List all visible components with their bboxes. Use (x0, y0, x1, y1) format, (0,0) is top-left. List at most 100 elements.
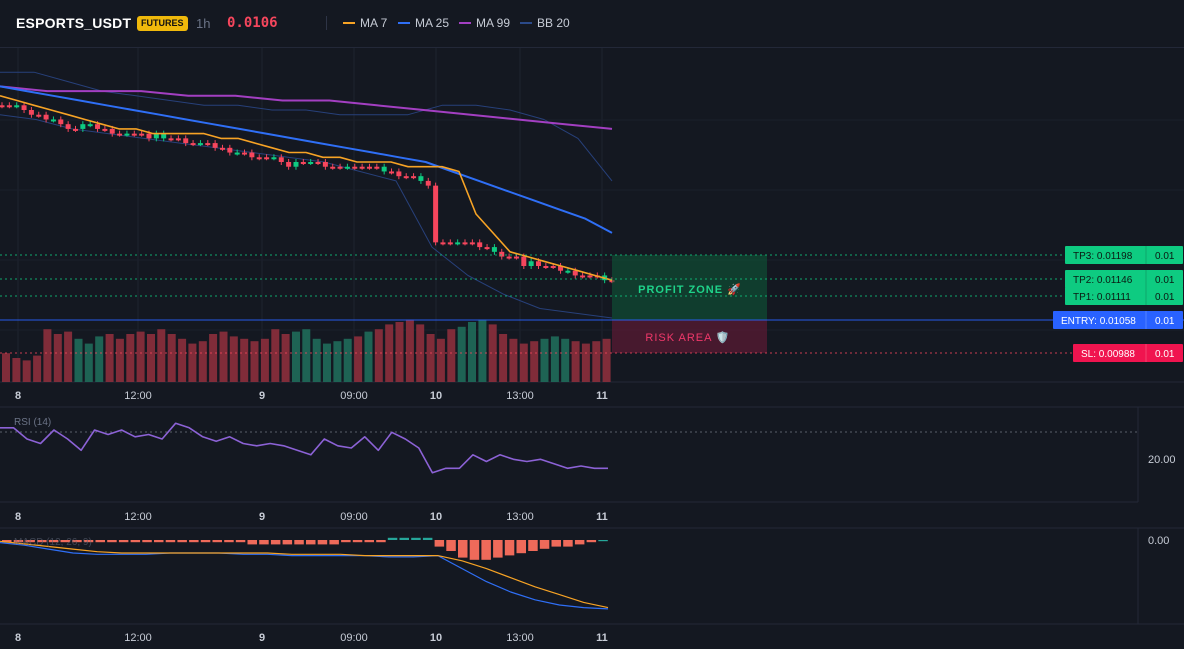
candle-body (543, 266, 549, 268)
volume-bar (509, 338, 518, 382)
time-tick-label: 09:00 (340, 632, 368, 644)
candle-body (14, 105, 20, 108)
candle-body (278, 157, 284, 162)
legend-bb20[interactable]: BB 20 (520, 16, 570, 30)
macd-hist-bar (48, 540, 59, 543)
macd-hist-bar (376, 540, 386, 543)
volume-bar (229, 336, 238, 382)
volume-bars (2, 319, 611, 382)
macd-hist-bar (469, 540, 480, 560)
timeframe-label[interactable]: 1h (196, 16, 211, 31)
candle-body (80, 124, 86, 129)
macd-hist-bar (13, 540, 24, 543)
legend-swatch-bb20 (520, 22, 532, 24)
volume-bar (374, 329, 383, 382)
macd-hist-bar (177, 540, 187, 543)
volume-bar (84, 343, 93, 382)
candle-body (286, 162, 292, 167)
candle-body (411, 176, 417, 179)
level-tag (1073, 344, 1183, 362)
level-tag (1053, 311, 1183, 329)
level-tag-value: 0.01 (1155, 251, 1175, 262)
candle-body (212, 143, 218, 148)
volume-bar (447, 329, 456, 382)
candle-body (6, 105, 12, 108)
time-tick-label: 12:00 (124, 632, 152, 644)
volume-bar (64, 331, 73, 382)
legend-ma7[interactable]: MA 7 (343, 16, 387, 30)
candle-body (249, 152, 255, 158)
level-tag-value: 0.01 (1155, 316, 1175, 327)
candle-body (153, 133, 159, 139)
macd-hist-bar (387, 537, 398, 540)
candle-body (95, 124, 101, 129)
candle-body (477, 242, 483, 248)
bb-lower-line (0, 114, 613, 319)
volume-bar (105, 334, 114, 382)
candle-body (425, 180, 431, 186)
macd-hist-bar (411, 537, 421, 540)
candle-body (359, 166, 365, 169)
time-tick-label: 11 (596, 511, 608, 523)
macd-hist-bar (399, 537, 409, 540)
macd-hist-bar (352, 540, 363, 543)
macd-hist-bar (294, 540, 304, 545)
macd-hist-bar (95, 540, 105, 543)
macd-hist-bar (118, 540, 129, 543)
macd-hist-bar (200, 540, 211, 543)
volume-bar (426, 334, 435, 382)
macd-hist-bar (259, 540, 269, 545)
legend-label-ma7: MA 7 (360, 16, 388, 30)
time-tick-label: 12:00 (124, 390, 152, 402)
macd-hist-bar (282, 540, 293, 545)
level-tag (1065, 270, 1183, 288)
macd-hist-bar (364, 540, 374, 543)
time-tick-label: 13:00 (506, 390, 534, 402)
profit-zone-label: PROFIT ZONE 🚀 (638, 283, 742, 296)
volume-bar (468, 322, 476, 382)
volume-bar (602, 338, 611, 382)
time-tick-label: 8 (15, 511, 21, 523)
time-tick-label: 11 (596, 390, 608, 402)
ma25-line (0, 85, 613, 234)
volume-bar (354, 336, 363, 382)
volume-bar (395, 322, 404, 382)
macd-hist-bar (574, 540, 585, 545)
volume-bar (550, 336, 559, 382)
price-levels: TP3: 0.01198 0.01 TP2: 0.01146 0.01 TP1: 0.0… (0, 246, 1184, 362)
time-tick-label: 8 (15, 632, 21, 644)
time-tick-label: 10 (430, 632, 442, 644)
legend-label-ma25: MA 25 (415, 16, 450, 30)
volume-bar (53, 334, 62, 382)
macd-hist-bar (329, 540, 339, 545)
symbol-label[interactable]: ESPORTS_USDT (16, 15, 132, 31)
candle-body (506, 256, 512, 259)
volume-bar (126, 334, 135, 382)
volume-bar (271, 329, 280, 382)
time-axes: 8 12:00 9 09:00 10 13:00 11 8 12:00 9 09:00 10 13:00… (15, 390, 608, 644)
macd-hist-bar (563, 540, 573, 547)
level-tag-value: 0.01 (1155, 292, 1175, 303)
volume-bar (250, 341, 259, 382)
time-tick-label: 10 (430, 390, 442, 402)
volume-bar (457, 326, 466, 382)
candle-body (418, 176, 424, 181)
volume-bar (333, 341, 342, 382)
legend-ma25[interactable]: MA 25 (398, 16, 449, 30)
last-price: 0.0106 (227, 15, 278, 31)
level-label: TP3: 0.01198 (1073, 251, 1133, 262)
macd-hist-bar (154, 540, 164, 543)
volume-bar (281, 334, 290, 382)
candle-body (175, 138, 181, 141)
macd-hist-bar (422, 537, 433, 540)
level-label: SL: 0.00988 (1081, 349, 1135, 360)
volume-bar (115, 338, 124, 382)
volume-bar (209, 334, 218, 382)
candle-body (183, 138, 189, 144)
candle-body (330, 166, 336, 169)
volume-bar (260, 338, 269, 382)
legend-ma99[interactable]: MA 99 (459, 16, 510, 30)
time-tick-label: 13:00 (506, 511, 534, 523)
candle-body (219, 147, 225, 150)
